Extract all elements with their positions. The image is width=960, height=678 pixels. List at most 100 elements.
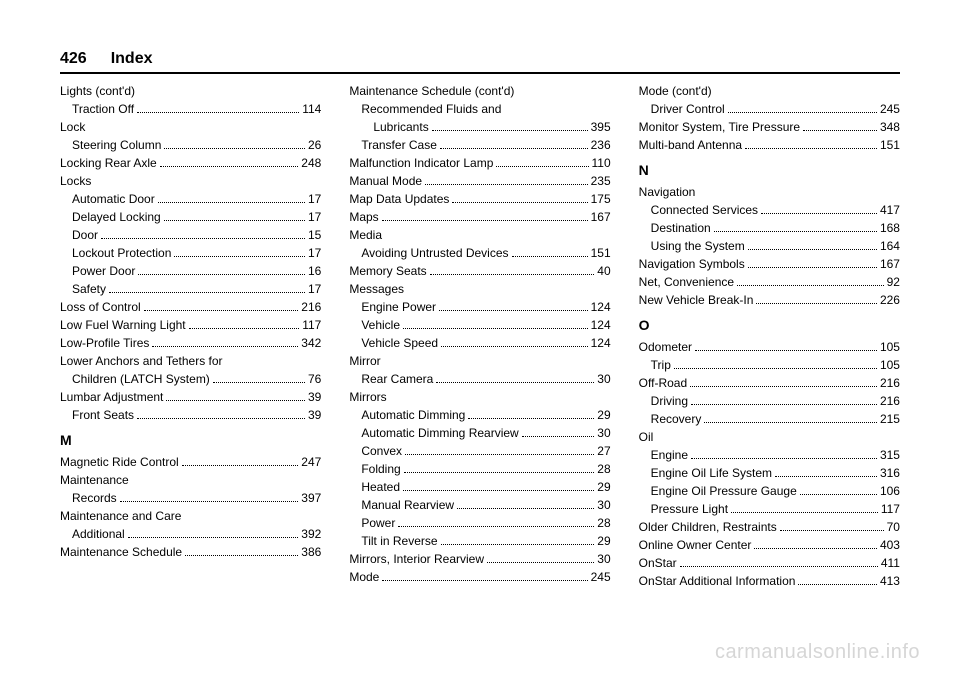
entry-page: 26 xyxy=(308,136,321,154)
index-entry: Destination168 xyxy=(639,219,900,237)
entry-label: Lumbar Adjustment xyxy=(60,388,163,406)
index-entry: Trip105 xyxy=(639,356,900,374)
dot-leader xyxy=(382,211,588,221)
dot-leader xyxy=(213,373,305,383)
index-entry: Navigation Symbols167 xyxy=(639,255,900,273)
dot-leader xyxy=(164,139,305,149)
dot-leader xyxy=(403,319,588,329)
index-entry: Avoiding Untrusted Devices151 xyxy=(349,244,610,262)
dot-leader xyxy=(780,521,884,531)
entry-label: Records xyxy=(72,489,117,507)
index-entry: Additional392 xyxy=(60,525,321,543)
index-group: Lights (cont'd) xyxy=(60,82,321,100)
entry-page: 28 xyxy=(597,460,610,478)
entry-page: 167 xyxy=(591,208,611,226)
index-entry: Tilt in Reverse29 xyxy=(349,532,610,550)
entry-label: Engine Oil Pressure Gauge xyxy=(651,482,797,500)
dot-leader xyxy=(487,553,594,563)
entry-label: Malfunction Indicator Lamp xyxy=(349,154,493,172)
dot-leader xyxy=(160,157,299,167)
entry-page: 30 xyxy=(597,424,610,442)
index-entry: Engine Oil Life System316 xyxy=(639,464,900,482)
dot-leader xyxy=(382,571,587,581)
entry-page: 411 xyxy=(881,554,900,572)
entry-page: 248 xyxy=(301,154,321,172)
index-entry: Power28 xyxy=(349,514,610,532)
index-entry: Vehicle124 xyxy=(349,316,610,334)
index-entry: Low Fuel Warning Light 117 xyxy=(60,316,321,334)
index-entry: Malfunction Indicator Lamp 110 xyxy=(349,154,610,172)
index-entry: Maintenance Schedule386 xyxy=(60,543,321,561)
index-page: 426 Index Lights (cont'd)Traction Off114… xyxy=(0,0,960,678)
page-number: 426 xyxy=(60,50,87,68)
entry-page: 117 xyxy=(302,316,321,334)
dot-leader xyxy=(101,229,305,239)
entry-page: 245 xyxy=(880,100,900,118)
index-group: Maintenance xyxy=(60,471,321,489)
index-entry: Rear Camera30 xyxy=(349,370,610,388)
index-group: Navigation xyxy=(639,183,900,201)
index-entry: Recovery215 xyxy=(639,410,900,428)
entry-page: 70 xyxy=(887,518,900,536)
entry-page: 342 xyxy=(301,334,321,352)
dot-leader xyxy=(166,391,305,401)
entry-page: 216 xyxy=(880,374,900,392)
entry-page: 236 xyxy=(591,136,611,154)
dot-leader xyxy=(185,546,298,556)
entry-label: Off-Road xyxy=(639,374,687,392)
entry-label: OnStar Additional Information xyxy=(639,572,796,590)
index-group: Oil xyxy=(639,428,900,446)
entry-label: Engine Oil Life System xyxy=(651,464,772,482)
entry-page: 114 xyxy=(302,100,321,118)
entry-page: 348 xyxy=(880,118,900,136)
entry-page: 76 xyxy=(308,370,321,388)
index-entry: Maps167 xyxy=(349,208,610,226)
index-group: Messages xyxy=(349,280,610,298)
entry-label: Children (LATCH System) xyxy=(72,370,210,388)
index-entry: Engine Oil Pressure Gauge106 xyxy=(639,482,900,500)
dot-leader xyxy=(748,240,877,250)
dot-leader xyxy=(182,456,299,466)
index-entry: Using the System164 xyxy=(639,237,900,255)
entry-page: 413 xyxy=(880,572,900,590)
entry-label: Lubricants xyxy=(373,118,428,136)
entry-page: 124 xyxy=(591,334,611,352)
entry-page: 164 xyxy=(880,237,900,255)
entry-label: Navigation Symbols xyxy=(639,255,745,273)
entry-label: Delayed Locking xyxy=(72,208,161,226)
index-entry: OnStar Additional Information 413 xyxy=(639,572,900,590)
entry-page: 124 xyxy=(591,316,611,334)
dot-leader xyxy=(189,319,300,329)
dot-leader xyxy=(761,204,877,214)
entry-label: Safety xyxy=(72,280,106,298)
dot-leader xyxy=(691,449,877,459)
index-column-3: Mode (cont'd)Driver Control245Monitor Sy… xyxy=(639,82,900,590)
entry-label: Traction Off xyxy=(72,100,134,118)
dot-leader xyxy=(144,301,299,311)
index-group: Mirror xyxy=(349,352,610,370)
entry-label: Memory Seats xyxy=(349,262,426,280)
entry-page: 226 xyxy=(880,291,900,309)
entry-label: Transfer Case xyxy=(361,136,437,154)
dot-leader xyxy=(137,409,305,419)
entry-page: 29 xyxy=(597,532,610,550)
index-entry: Automatic Dimming Rearview30 xyxy=(349,424,610,442)
entry-label: Steering Column xyxy=(72,136,161,154)
entry-page: 110 xyxy=(592,154,611,172)
entry-page: 395 xyxy=(591,118,611,136)
entry-page: 30 xyxy=(597,550,610,568)
entry-page: 92 xyxy=(887,273,900,291)
index-entry: Magnetic Ride Control247 xyxy=(60,453,321,471)
entry-label: Vehicle Speed xyxy=(361,334,438,352)
entry-label: Engine Power xyxy=(361,298,436,316)
entry-page: 17 xyxy=(308,190,321,208)
dot-leader xyxy=(798,575,877,585)
index-group: Locks xyxy=(60,172,321,190)
dot-leader xyxy=(745,139,877,149)
entry-label: Low Fuel Warning Light xyxy=(60,316,186,334)
index-entry: Pressure Light117 xyxy=(639,500,900,518)
index-entry: Steering Column 26 xyxy=(60,136,321,154)
index-entry: Memory Seats40 xyxy=(349,262,610,280)
dot-leader xyxy=(452,193,587,203)
dot-leader xyxy=(137,103,299,113)
